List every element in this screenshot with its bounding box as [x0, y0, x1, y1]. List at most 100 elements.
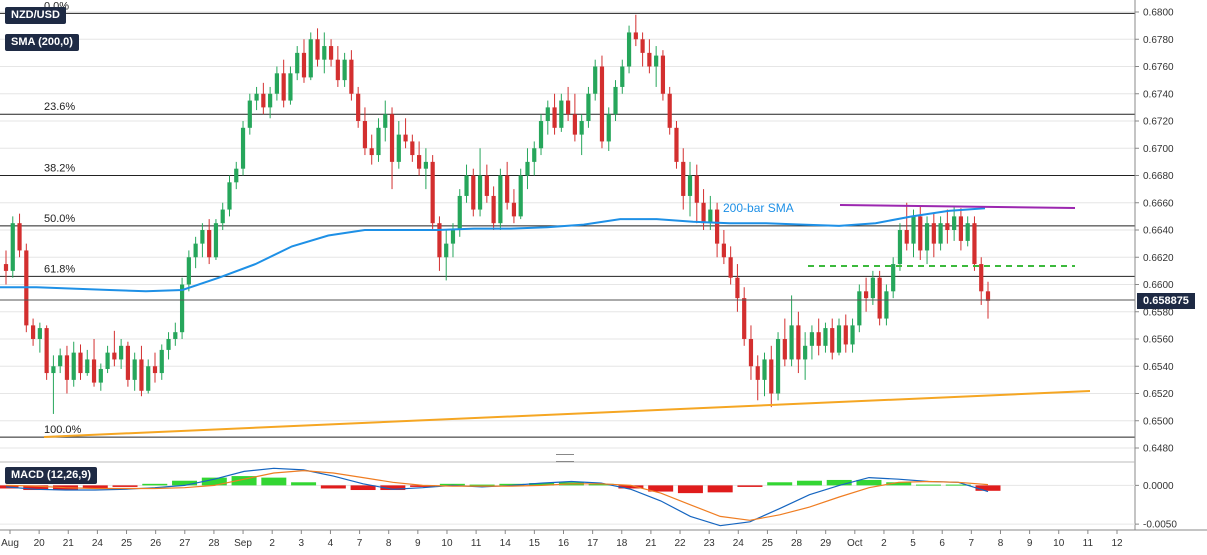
- candle-body: [694, 175, 699, 203]
- candle-body: [430, 161, 435, 224]
- candle-body: [958, 216, 964, 241]
- candle-body: [193, 243, 198, 258]
- time-tick-label: 20: [34, 538, 46, 549]
- candle-body: [295, 52, 300, 74]
- macd-histogram-bar: [320, 485, 346, 489]
- time-axis-labels: Aug 20 21 24 25 26 27 28 Sep 2 3 4 7 8 9 10 11 14 15 16 17 18…: [1, 530, 1123, 549]
- candle-body: [823, 328, 828, 346]
- price-tick-label: 0.6740: [1143, 89, 1174, 100]
- pane-splitter-handle[interactable]: [556, 454, 574, 462]
- candle-body: [342, 59, 347, 81]
- candle-body: [735, 277, 740, 299]
- candle-body: [498, 175, 503, 224]
- candle-body: [335, 59, 340, 81]
- candle-body: [477, 175, 483, 210]
- candle-body: [288, 73, 293, 101]
- candle-body: [870, 277, 875, 299]
- time-tick-label: 25: [762, 538, 774, 549]
- candle-body: [274, 73, 279, 94]
- candle-body: [308, 39, 313, 78]
- price-axis-ticks: 0.6800 0.6780 0.6760 0.6740 0.6720 0.6700 0.66…: [1135, 8, 1174, 455]
- sma-200-line: [0, 207, 986, 293]
- time-tick-label: 2: [881, 538, 887, 549]
- candle-body: [227, 182, 232, 210]
- candle-body: [884, 291, 889, 319]
- price-tick-label: 0.6580: [1143, 307, 1174, 318]
- macd-histogram-bar: [261, 477, 287, 486]
- time-tick-label: 8: [386, 538, 392, 549]
- candle-body: [830, 328, 835, 353]
- candle-body: [931, 223, 936, 244]
- macd-histogram-bar: [231, 476, 257, 486]
- candle-body: [166, 339, 171, 350]
- macd-histogram-bar: [410, 485, 436, 487]
- candle-body: [3, 264, 9, 271]
- time-tick-label: 9: [415, 538, 421, 549]
- macd-histogram-bar: [469, 484, 495, 486]
- time-tick-label: 24: [92, 538, 104, 549]
- macd-histogram-bar: [945, 484, 971, 486]
- candle-body: [525, 161, 530, 176]
- time-tick-label: 10: [441, 538, 453, 549]
- candle-body: [10, 223, 15, 271]
- candle-body: [51, 366, 56, 374]
- price-tick-label: 0.6760: [1143, 62, 1174, 73]
- candle-body: [437, 223, 442, 258]
- candle-body: [403, 134, 408, 142]
- candle-body: [660, 55, 666, 94]
- candle-body: [78, 352, 83, 374]
- macd-histogram-bar: [350, 485, 376, 491]
- price-tick-label: 0.6520: [1143, 389, 1174, 400]
- candle-body: [511, 202, 517, 217]
- candle-body: [261, 93, 266, 108]
- sma-annotation: 200-bar SMA: [723, 201, 794, 215]
- fib-level-label: 50.0%: [44, 213, 75, 225]
- rising-trendline: [43, 390, 1091, 438]
- time-tick-label: 28: [791, 538, 803, 549]
- candle-body: [945, 223, 950, 230]
- macd-histogram-bar: [707, 485, 733, 493]
- candle-body: [417, 155, 422, 169]
- time-tick-label: 25: [121, 538, 133, 549]
- candle-body: [897, 230, 903, 265]
- candle-body: [315, 39, 320, 60]
- candle-body: [538, 121, 544, 149]
- candle-body: [64, 355, 70, 380]
- candle-body: [234, 168, 239, 183]
- macd-histogram-bar: [112, 485, 138, 487]
- candle-body: [891, 264, 896, 292]
- time-tick-label: 16: [558, 538, 570, 549]
- candle-body: [769, 359, 774, 394]
- candle-body: [30, 325, 36, 339]
- candle-body: [254, 93, 259, 101]
- time-tick-label: 2: [269, 538, 275, 549]
- macd-histogram-bar: [826, 479, 852, 486]
- candle-body: [965, 223, 970, 241]
- candle-body: [383, 114, 388, 128]
- macd-signal-line: [5, 469, 989, 521]
- candle-body: [444, 243, 449, 258]
- macd-axis-ticks: 0.0000 -0.0050: [1135, 481, 1177, 531]
- time-tick-label: 21: [63, 538, 75, 549]
- macd-histogram-bar: [975, 485, 1001, 491]
- candle-body: [938, 223, 943, 244]
- candle-body: [105, 352, 110, 369]
- time-tick-label: 17: [587, 538, 599, 549]
- candle-body: [152, 366, 158, 374]
- candle-body: [369, 148, 374, 156]
- candle-body: [674, 127, 679, 162]
- candle-body: [715, 209, 720, 244]
- price-tick-label: 0.6660: [1143, 198, 1174, 209]
- candle-body: [58, 355, 63, 367]
- candle-body: [877, 277, 882, 319]
- candle-body: [125, 345, 131, 380]
- candle-body: [247, 100, 252, 128]
- candle-body: [654, 55, 659, 67]
- macd-histogram-bar: [82, 485, 108, 489]
- price-grid: [0, 11, 1135, 449]
- candle-body: [985, 291, 991, 301]
- time-tick-label: 15: [529, 538, 541, 549]
- macd-histogram: [0, 476, 1001, 494]
- macd-histogram-bar: [23, 485, 49, 491]
